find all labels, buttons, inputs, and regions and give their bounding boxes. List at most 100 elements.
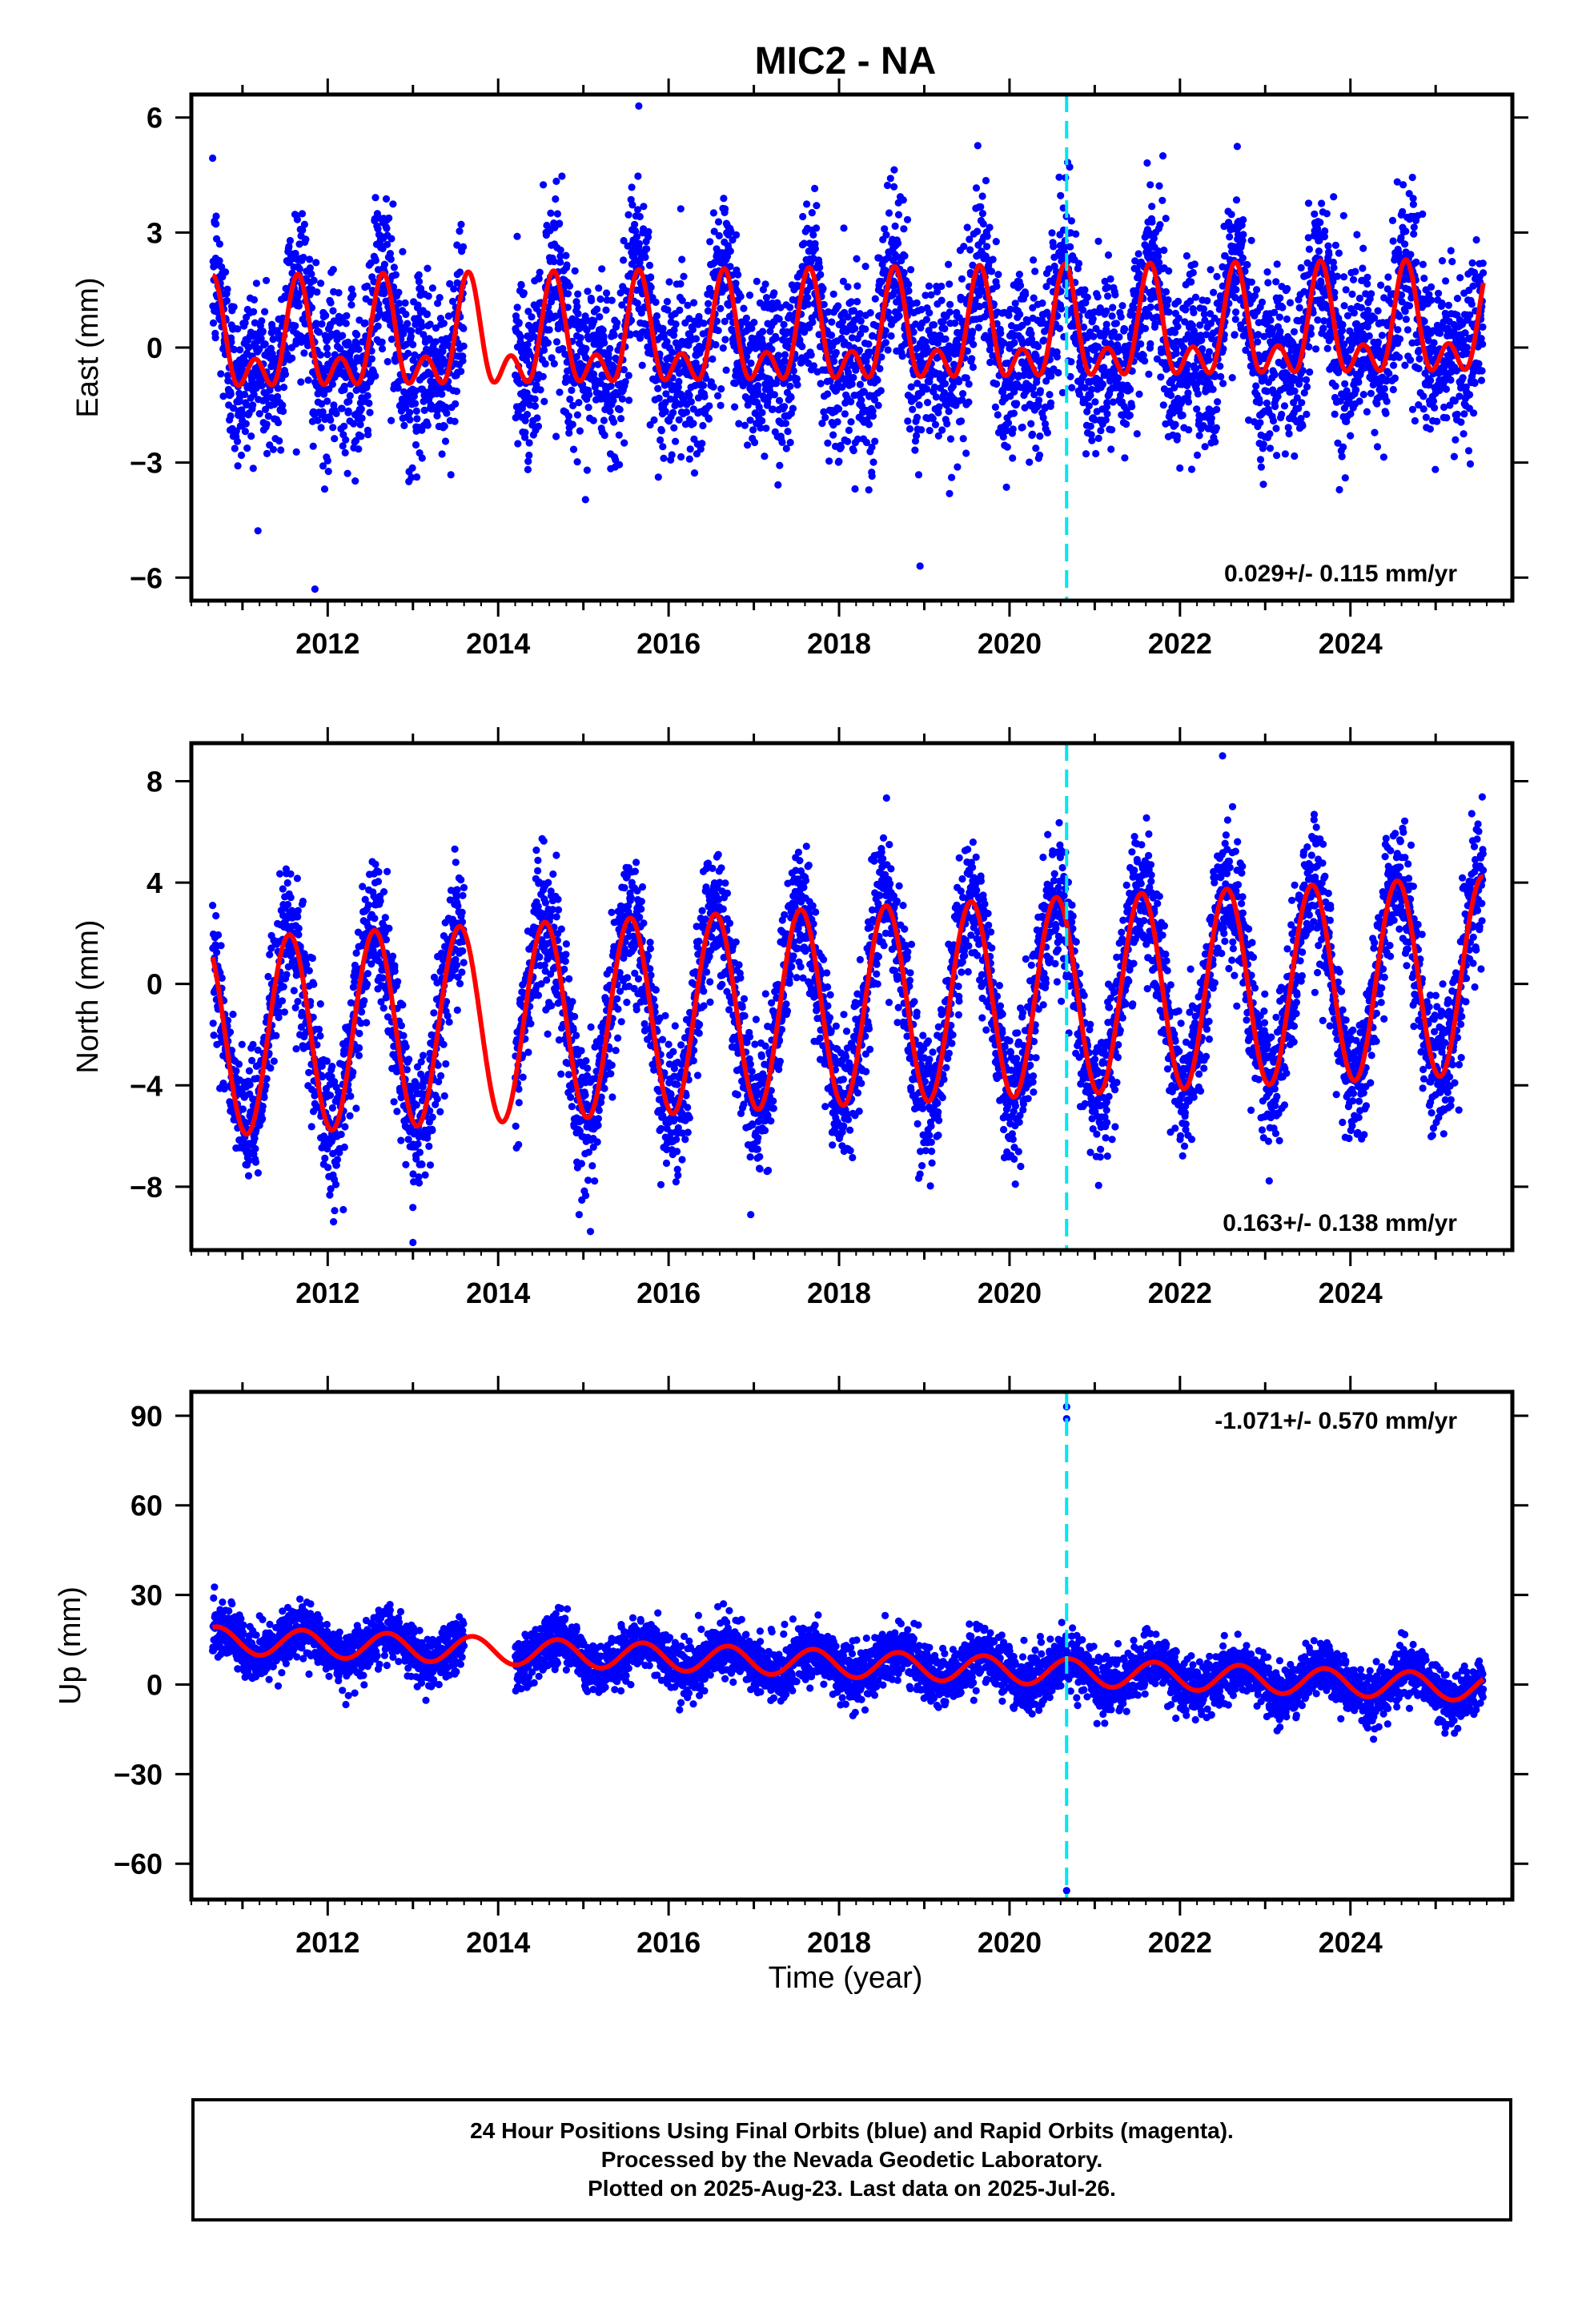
data-point	[279, 401, 287, 409]
data-point	[682, 408, 691, 416]
data-point	[637, 309, 645, 317]
data-point	[1089, 315, 1097, 323]
data-point	[1252, 382, 1260, 390]
data-point	[750, 319, 758, 327]
data-point	[1272, 424, 1280, 432]
data-point	[1074, 259, 1083, 267]
data-point	[387, 255, 395, 263]
data-point	[1056, 324, 1064, 332]
data-point	[1411, 416, 1419, 425]
data-point	[635, 239, 644, 247]
data-point	[1003, 443, 1011, 451]
data-point	[1385, 369, 1393, 377]
data-point	[1258, 298, 1267, 306]
data-point	[1174, 297, 1182, 305]
data-point	[926, 427, 934, 435]
data-point	[849, 373, 857, 382]
data-point	[300, 349, 308, 357]
data-point	[363, 392, 371, 400]
data-point	[758, 408, 766, 416]
data-point	[987, 267, 996, 275]
data-point	[932, 393, 940, 401]
data-point	[295, 302, 303, 310]
data-point	[654, 473, 662, 481]
data-point	[227, 390, 235, 398]
data-point	[668, 451, 676, 459]
data-point	[672, 437, 680, 445]
data-point	[894, 211, 903, 219]
data-point	[556, 252, 564, 260]
data-point	[1390, 361, 1398, 369]
data-point	[1359, 391, 1367, 399]
data-point	[534, 422, 543, 430]
data-point	[395, 288, 403, 296]
data-point	[340, 382, 348, 390]
data-point	[785, 312, 794, 320]
data-point	[1232, 286, 1240, 294]
data-point	[215, 240, 223, 248]
data-point	[295, 265, 303, 273]
data-point	[774, 352, 783, 360]
data-point	[900, 225, 908, 233]
data-point	[1353, 231, 1361, 239]
data-point	[1165, 308, 1173, 316]
data-point	[620, 256, 628, 264]
data-point	[674, 383, 682, 391]
data-point	[254, 527, 262, 535]
data-point	[383, 224, 391, 232]
data-point	[744, 401, 752, 409]
data-point	[548, 354, 556, 362]
data-point	[772, 334, 780, 342]
data-point	[309, 442, 317, 450]
data-point	[255, 409, 263, 418]
data-point	[1102, 307, 1110, 316]
data-point	[1297, 263, 1305, 271]
data-point	[913, 413, 921, 421]
data-point	[848, 380, 856, 388]
data-point	[804, 300, 813, 308]
data-point	[907, 266, 915, 274]
data-point	[387, 416, 396, 424]
data-point	[342, 320, 350, 328]
data-point	[890, 166, 898, 174]
data-point	[655, 394, 663, 402]
data-point	[1389, 385, 1397, 394]
data-point	[1315, 247, 1323, 255]
data-point	[669, 348, 677, 356]
data-point	[825, 457, 833, 465]
data-point	[361, 319, 369, 327]
data-point	[699, 381, 708, 389]
data-point	[1057, 191, 1065, 199]
data-point	[274, 419, 283, 427]
data-point	[681, 420, 690, 428]
data-point	[583, 466, 592, 474]
data-point	[1118, 302, 1126, 310]
data-point	[634, 206, 642, 214]
data-point	[437, 368, 445, 376]
data-point	[1401, 240, 1409, 248]
data-point	[1226, 233, 1234, 241]
data-point	[1164, 296, 1172, 304]
data-point	[215, 257, 223, 265]
data-point	[1278, 410, 1286, 419]
data-point	[974, 227, 982, 235]
data-point	[1407, 356, 1415, 364]
data-point	[620, 236, 628, 245]
data-point	[574, 290, 582, 298]
data-point	[1133, 430, 1141, 438]
data-point	[1141, 324, 1150, 332]
data-point	[335, 289, 343, 297]
data-point	[1363, 408, 1371, 416]
data-point	[378, 338, 386, 346]
data-point	[307, 270, 315, 278]
data-point	[701, 392, 709, 400]
data-point	[991, 403, 999, 411]
data-point	[350, 420, 358, 428]
data-point	[877, 387, 885, 395]
data-point	[343, 312, 351, 320]
data-point	[741, 421, 749, 429]
data-point	[1319, 324, 1327, 332]
data-point	[532, 381, 540, 389]
data-point	[235, 395, 243, 403]
data-point	[1339, 320, 1347, 329]
